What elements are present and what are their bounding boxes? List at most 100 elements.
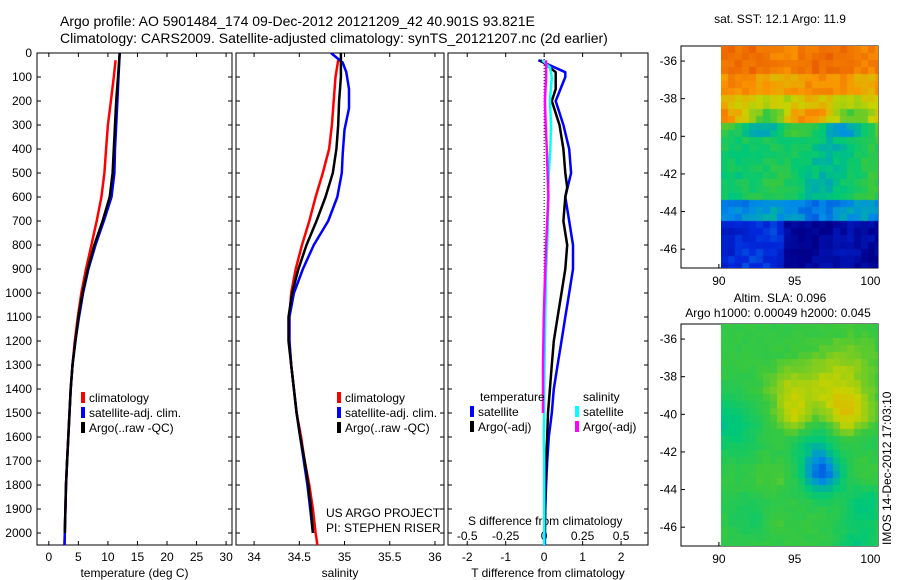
diff-axes-frame: [447, 52, 649, 546]
temp-axes-frame: [36, 52, 233, 546]
depth-tick-label: 1700: [5, 454, 32, 468]
sst-map-image: [721, 46, 878, 268]
sal-series-argo-raw-qc-: [287, 53, 343, 534]
temp-xtick-label: 5: [75, 550, 82, 564]
sla-map-xtick-label: 95: [788, 552, 802, 566]
profile-title: Argo profile: AO 5901484_174 09-Dec-2012…: [60, 13, 535, 29]
sst-map-xtick-label: 100: [860, 274, 880, 288]
panel-temp: 0100200300400500600700800900100011001200…: [5, 46, 233, 580]
depth-tick-label: 1000: [5, 286, 32, 300]
temp-xlabel: temperature (deg C): [80, 566, 188, 580]
temp-xtick-label: 10: [101, 550, 115, 564]
sal-series-climatology: [288, 60, 340, 545]
sal-legend-swatch: [337, 407, 341, 418]
depth-tick-label: 2000: [5, 526, 32, 540]
depth-tick-label: 500: [12, 166, 32, 180]
depth-tick-label: 1500: [5, 406, 32, 420]
sal-xtick-label: 34.5: [288, 550, 312, 564]
diff-series-temperature-argo-adj-: [539, 59, 569, 533]
diff-legend-swatch: [575, 406, 579, 417]
sal-legend-label: satellite-adj. clim.: [345, 406, 437, 420]
depth-tick-label: 700: [12, 214, 32, 228]
depth-tick-label: 300: [12, 118, 32, 132]
sal-legend-label: Argo(..raw -QC): [345, 421, 430, 435]
depth-tick-label: 1300: [5, 358, 32, 372]
map-axes-sst-map: 90 95 100 -36 -38 -40 -42 -44 -46 sat. SST: 12.1 …: [660, 12, 881, 288]
diff-xtick-label: -1: [500, 550, 511, 564]
sla-map-title: Altim. SLA: 0.096: [734, 291, 827, 305]
temp-legend-swatch: [81, 407, 85, 418]
depth-tick-label: 1600: [5, 430, 32, 444]
sal-series-satellite-adj-clim-: [288, 53, 351, 534]
sst-map-ytick-label: -40: [660, 129, 678, 143]
temp-legend-swatch: [81, 422, 85, 433]
diff-legend-title: temperature: [480, 390, 545, 404]
depth-tick-label: 400: [12, 142, 32, 156]
diff-xtick-label: 2: [618, 550, 625, 564]
depth-tick-label: 0: [25, 46, 32, 60]
temp-series-argo-raw-qc-: [63, 53, 121, 534]
depth-tick-label: 1200: [5, 334, 32, 348]
sal-xtick-label: 35.5: [378, 550, 402, 564]
diff-xlabel: T difference from climatology: [471, 566, 625, 580]
timestamp-label: IMOS 14-Dec-2012 17:03:10: [880, 391, 894, 545]
diff-legend-label: Argo(-adj): [583, 420, 636, 434]
diff-legend-swatch: [470, 421, 474, 432]
sst-map-ytick-label: -42: [660, 167, 678, 181]
map-axes-sla-map: 90 95 100 -36 -38 -40 -42 -44 -46 Altim. SLA: 0.0…: [660, 291, 881, 566]
sal-legend-swatch: [337, 422, 341, 433]
temp-legend-label: Argo(..raw -QC): [89, 421, 174, 435]
salinity-diff-tick-label: 0.25: [571, 529, 595, 543]
climatology-title: Climatology: CARS2009. Satellite-adjuste…: [60, 30, 608, 46]
diff-xtick-label: 0: [541, 550, 548, 564]
sal-xtick-label: 36: [428, 550, 442, 564]
depth-tick-label: 1400: [5, 382, 32, 396]
panel-sal: 34 34.5 35 35.5 36 salinity climatologysatelli…: [235, 52, 445, 580]
temp-series-climatology: [63, 60, 117, 545]
sst-map-title: sat. SST: 12.1 Argo: 11.9: [714, 12, 846, 26]
depth-tick-label: 600: [12, 190, 32, 204]
temp-xtick-label: 20: [160, 550, 174, 564]
diff-legend-swatch: [575, 421, 579, 432]
sal-axes-frame: [235, 52, 445, 546]
temp-xtick-label: 30: [219, 550, 233, 564]
depth-tick-label: 100: [12, 70, 32, 84]
sla-map-ytick-label: -38: [660, 370, 678, 384]
sla-map-ytick-label: -40: [660, 407, 678, 421]
sst-map-ytick-label: -44: [660, 205, 678, 219]
salinity-diff-tick-label: -0.5: [457, 529, 478, 543]
salinity-diff-tick-label: -0.25: [492, 529, 520, 543]
diff-series-salinity-argo-adj-: [541, 60, 550, 413]
diff-xtick-label: -2: [462, 550, 473, 564]
sst-map-ytick-label: -46: [660, 242, 678, 256]
sla-map-ytick-label: -46: [660, 520, 678, 534]
depth-tick-label: 1100: [6, 310, 32, 324]
sst-map-xtick-label: 90: [712, 274, 726, 288]
project-annotation: US ARGO PROJECT: [326, 506, 441, 520]
temp-legend-label: satellite-adj. clim.: [89, 406, 181, 420]
sla-map-xtick-label: 90: [712, 552, 726, 566]
diff-legend-label: Argo(-adj): [478, 420, 531, 434]
depth-tick-label: 900: [12, 262, 32, 276]
depth-tick-label: 800: [12, 238, 32, 252]
depth-tick-label: 1900: [5, 502, 32, 516]
sst-map-ytick-label: -38: [660, 92, 678, 106]
sla-map-subtitle: Argo h1000: 0.00049 h2000: 0.045: [685, 306, 871, 320]
temp-xtick-label: 25: [190, 550, 204, 564]
sal-xtick-label: 34: [247, 550, 261, 564]
sal-legend-swatch: [337, 392, 341, 403]
temp-legend-swatch: [81, 392, 85, 403]
diff-legend-swatch: [470, 406, 474, 417]
diff-legend-label: satellite: [583, 405, 624, 419]
temp-series-satellite-adj-clim-: [63, 53, 121, 545]
depth-tick-label: 200: [12, 94, 32, 108]
temp-xtick-label: 0: [45, 550, 52, 564]
salinity-diff-tick-label: 0.5: [613, 529, 630, 543]
sla-map-ytick-label: -36: [660, 332, 678, 346]
diff-xtick-label: 1: [579, 550, 586, 564]
sal-xlabel: salinity: [322, 566, 359, 580]
sal-xtick-label: 35: [338, 550, 352, 564]
diff-legend-label: satellite: [478, 405, 519, 419]
sla-map-ytick-label: -42: [660, 445, 678, 459]
